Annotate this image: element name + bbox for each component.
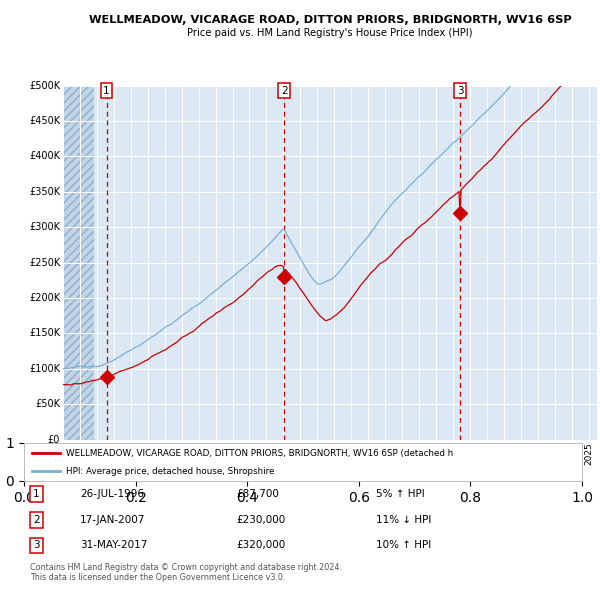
- Bar: [63, 86, 94, 440]
- Text: Price paid vs. HM Land Registry's House Price Index (HPI): Price paid vs. HM Land Registry's House …: [187, 28, 473, 38]
- Text: 3: 3: [33, 540, 40, 550]
- Text: £320,000: £320,000: [236, 540, 285, 550]
- Text: £230,000: £230,000: [236, 514, 285, 525]
- Text: 2: 2: [281, 86, 287, 96]
- Text: 10% ↑ HPI: 10% ↑ HPI: [376, 540, 431, 550]
- Text: 3: 3: [457, 86, 463, 96]
- Text: Contains HM Land Registry data © Crown copyright and database right 2024.: Contains HM Land Registry data © Crown c…: [29, 563, 341, 572]
- Text: 11% ↓ HPI: 11% ↓ HPI: [376, 514, 431, 525]
- Text: 1: 1: [33, 489, 40, 499]
- Text: 5% ↑ HPI: 5% ↑ HPI: [376, 489, 424, 499]
- Text: 31-MAY-2017: 31-MAY-2017: [80, 540, 147, 550]
- Text: HPI: Average price, detached house, Shropshire: HPI: Average price, detached house, Shro…: [66, 467, 274, 476]
- Text: 26-JUL-1996: 26-JUL-1996: [80, 489, 144, 499]
- Text: 1: 1: [103, 86, 110, 96]
- Text: WELLMEADOW, VICARAGE ROAD, DITTON PRIORS, BRIDGNORTH, WV16 6SP: WELLMEADOW, VICARAGE ROAD, DITTON PRIORS…: [89, 15, 571, 25]
- Text: 2: 2: [33, 514, 40, 525]
- Text: WELLMEADOW, VICARAGE ROAD, DITTON PRIORS, BRIDGNORTH, WV16 6SP (detached h: WELLMEADOW, VICARAGE ROAD, DITTON PRIORS…: [66, 449, 453, 458]
- Text: 17-JAN-2007: 17-JAN-2007: [80, 514, 145, 525]
- Text: This data is licensed under the Open Government Licence v3.0.: This data is licensed under the Open Gov…: [29, 573, 285, 582]
- Text: £87,700: £87,700: [236, 489, 279, 499]
